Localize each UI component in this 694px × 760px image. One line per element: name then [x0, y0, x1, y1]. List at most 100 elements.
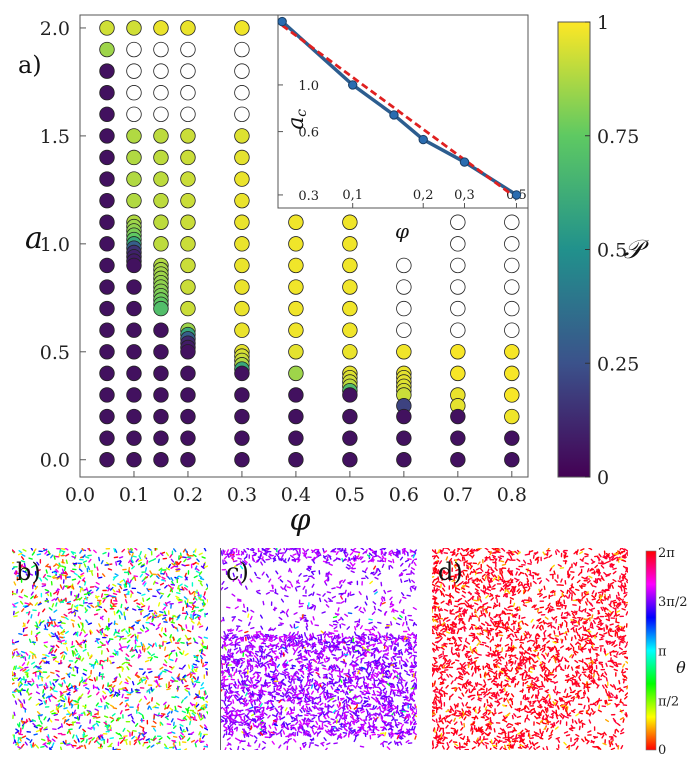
particle	[77, 580, 81, 585]
particle	[294, 626, 299, 629]
particle	[405, 719, 410, 723]
particle	[334, 645, 340, 648]
particle	[296, 585, 301, 588]
particle	[342, 579, 346, 584]
particle	[348, 727, 353, 730]
particle	[229, 648, 232, 654]
particle	[84, 581, 87, 586]
particle	[297, 700, 303, 704]
particle	[621, 608, 626, 611]
empty-point	[504, 322, 520, 338]
particle	[365, 575, 369, 580]
particle	[314, 687, 319, 692]
particle	[223, 646, 227, 651]
data-point	[99, 149, 115, 166]
particle	[16, 723, 20, 728]
particle	[125, 740, 128, 746]
particle	[54, 660, 60, 663]
particle	[130, 558, 134, 563]
particle	[131, 719, 136, 724]
particle	[222, 561, 228, 565]
particle	[22, 604, 28, 608]
particle	[314, 679, 319, 684]
particle	[397, 634, 400, 640]
particle	[370, 666, 373, 672]
particle	[252, 671, 257, 676]
empty-point	[153, 41, 169, 58]
particle	[252, 553, 257, 557]
particle	[185, 624, 188, 629]
particle	[170, 718, 174, 723]
particle	[114, 573, 119, 577]
particle	[385, 652, 390, 656]
particle	[200, 649, 203, 655]
particle	[28, 573, 34, 576]
particle	[358, 645, 363, 649]
particle	[72, 734, 75, 739]
particle	[12, 682, 15, 685]
particle	[392, 608, 395, 613]
particle	[169, 553, 173, 558]
particle	[34, 585, 39, 590]
particle	[393, 645, 396, 651]
particle	[387, 741, 392, 745]
particle	[236, 698, 242, 702]
particle	[309, 633, 313, 638]
particle	[137, 681, 142, 685]
particle	[281, 692, 285, 697]
particle	[150, 653, 155, 657]
particle	[197, 708, 202, 712]
data-point	[180, 279, 196, 295]
particle	[228, 554, 233, 558]
particle	[238, 581, 243, 586]
particle	[316, 707, 320, 711]
particle	[389, 604, 394, 608]
particle	[146, 612, 151, 617]
particle	[579, 710, 584, 713]
particle	[372, 643, 376, 648]
particle	[193, 683, 197, 688]
particle	[78, 568, 83, 572]
particle	[321, 664, 327, 667]
particle	[221, 671, 225, 677]
particle	[432, 647, 437, 651]
particle	[172, 742, 176, 748]
particle	[345, 566, 350, 570]
particle	[359, 745, 365, 748]
particle	[273, 677, 279, 680]
data-point	[342, 322, 358, 338]
particle	[293, 557, 296, 563]
particle	[144, 659, 150, 663]
particle	[56, 673, 60, 678]
data-point	[180, 257, 196, 274]
particle	[411, 559, 415, 564]
particle	[82, 672, 87, 676]
particle	[438, 727, 442, 733]
particle	[103, 608, 108, 613]
particle	[81, 548, 85, 552]
particle	[226, 661, 230, 667]
particle	[305, 705, 309, 711]
colorbar-p	[557, 21, 591, 478]
particle	[224, 586, 229, 590]
particle	[333, 558, 338, 562]
particle	[584, 640, 589, 645]
particle	[95, 658, 99, 664]
particle	[92, 725, 95, 731]
particle	[113, 692, 117, 697]
particle	[171, 676, 175, 681]
particle	[71, 551, 77, 554]
data-point	[234, 236, 250, 252]
particle	[63, 719, 67, 724]
particle	[118, 556, 124, 559]
particle	[19, 681, 23, 685]
particle	[397, 687, 401, 692]
particle	[305, 640, 308, 646]
particle	[332, 615, 338, 619]
particle	[27, 691, 30, 696]
particle	[61, 568, 65, 574]
data-point	[99, 236, 115, 252]
particle	[331, 636, 334, 642]
particle	[338, 727, 343, 730]
particle	[147, 548, 152, 551]
